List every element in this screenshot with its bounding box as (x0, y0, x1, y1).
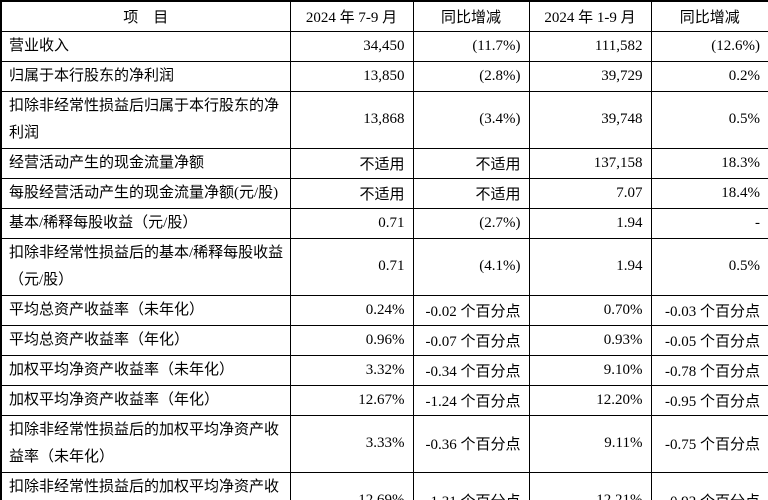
cell-item: 平均总资产收益率（年化） (0, 324, 291, 356)
cell-value: 3.33% (289, 414, 414, 473)
cell-value: -0.07 个百分点 (412, 324, 530, 356)
cell-value: 34,450 (289, 30, 414, 62)
cell-value: 12.20% (528, 384, 652, 416)
table-row: 归属于本行股东的净利润 13,850 (2.8%) 39,729 0.2% (0, 60, 768, 92)
table-row: 每股经营活动产生的现金流量净额(元/股) 不适用 不适用 7.07 18.4% (0, 177, 768, 209)
table-row: 营业收入 34,450 (11.7%) 111,582 (12.6%) (0, 30, 768, 62)
cell-value: 18.4% (650, 177, 768, 209)
table-row: 扣除非经常性损益后的加权平均净资产收益率（未年化） 3.33% -0.36 个百分点… (0, 414, 768, 473)
cell-value: 0.24% (289, 294, 414, 326)
cell-value: -0.03 个百分点 (650, 294, 768, 326)
cell-value: -0.34 个百分点 (412, 354, 530, 386)
cell-item: 扣除非经常性损益后的基本/稀释每股收益（元/股） (0, 237, 291, 296)
cell-value: 不适用 (289, 147, 414, 179)
cell-value: 7.07 (528, 177, 652, 209)
cell-value: 1.94 (528, 237, 652, 296)
table-row: 经营活动产生的现金流量净额 不适用 不适用 137,158 18.3% (0, 147, 768, 179)
cell-value: 12.69% (289, 471, 414, 500)
cell-value: 0.5% (650, 90, 768, 149)
cell-value: 1.94 (528, 207, 652, 239)
cell-value: 不适用 (412, 147, 530, 179)
cell-value: 0.96% (289, 324, 414, 356)
cell-item: 扣除非经常性损益后的加权平均净资产收益率（未年化） (0, 414, 291, 473)
cell-item: 扣除非经常性损益后的加权平均净资产收益率（年化） (0, 471, 291, 500)
cell-value: 0.71 (289, 207, 414, 239)
table-row: 基本/稀释每股收益（元/股） 0.71 (2.7%) 1.94- (0, 207, 768, 239)
cell-value: -0.36 个百分点 (412, 414, 530, 473)
cell-value: 13,868 (289, 90, 414, 149)
cell-value: 不适用 (289, 177, 414, 209)
cell-value: (12.6%) (650, 30, 768, 62)
header-ytd-period: 2024 年 1-9 月 (528, 0, 652, 32)
cell-value: -0.02 个百分点 (412, 294, 530, 326)
cell-value: 9.10% (528, 354, 652, 386)
cell-item: 基本/稀释每股收益（元/股） (0, 207, 291, 239)
cell-item: 加权平均净资产收益率（未年化） (0, 354, 291, 386)
table-row: 平均总资产收益率（年化） 0.96% -0.07 个百分点 0.93% -0.05 个百… (0, 324, 768, 356)
cell-item: 加权平均净资产收益率（年化） (0, 384, 291, 416)
table-row: 扣除非经常性损益后归属于本行股东的净利润 13,868 (3.4%) 39,748 0.… (0, 90, 768, 149)
cell-value: 0.93% (528, 324, 652, 356)
header-q3-period: 2024 年 7-9 月 (289, 0, 414, 32)
table-row: 平均总资产收益率（未年化） 0.24% -0.02 个百分点 0.70% -0.03 个… (0, 294, 768, 326)
cell-item: 每股经营活动产生的现金流量净额(元/股) (0, 177, 291, 209)
cell-item: 经营活动产生的现金流量净额 (0, 147, 291, 179)
cell-value: 0.5% (650, 237, 768, 296)
cell-value: -0.95 个百分点 (650, 384, 768, 416)
table-row: 扣除非经常性损益后的基本/稀释每股收益（元/股） 0.71 (4.1%) 1.94 0.… (0, 237, 768, 296)
cell-value: (11.7%) (412, 30, 530, 62)
cell-value: (2.8%) (412, 60, 530, 92)
cell-value: 111,582 (528, 30, 652, 62)
cell-item: 归属于本行股东的净利润 (0, 60, 291, 92)
cell-value: 0.71 (289, 237, 414, 296)
cell-value: 3.32% (289, 354, 414, 386)
cell-value: -0.05 个百分点 (650, 324, 768, 356)
cell-value: 0.2% (650, 60, 768, 92)
cell-item: 平均总资产收益率（未年化） (0, 294, 291, 326)
cell-value: -0.75 个百分点 (650, 414, 768, 473)
cell-value: 39,729 (528, 60, 652, 92)
cell-value: 12.21% (528, 471, 652, 500)
cell-value: 137,158 (528, 147, 652, 179)
cell-value: 12.67% (289, 384, 414, 416)
cell-value: (2.7%) (412, 207, 530, 239)
cell-value: -1.24 个百分点 (412, 384, 530, 416)
cell-value: 9.11% (528, 414, 652, 473)
cell-value: - (650, 207, 768, 239)
header-row: 项 目 2024 年 7-9 月 同比增减 2024 年 1-9 月 同比增减 (0, 0, 768, 32)
header-q3-yoy: 同比增减 (412, 0, 530, 32)
cell-value: -0.78 个百分点 (650, 354, 768, 386)
cell-value: 39,748 (528, 90, 652, 149)
header-item: 项 目 (0, 0, 291, 32)
cell-value: 0.70% (528, 294, 652, 326)
table-row: 加权平均净资产收益率（未年化） 3.32% -0.34 个百分点 9.10% -0.78… (0, 354, 768, 386)
cell-value: (3.4%) (412, 90, 530, 149)
cell-value: -0.92 个百分点 (650, 471, 768, 500)
cell-value: 18.3% (650, 147, 768, 179)
cell-value: -1.31 个百分点 (412, 471, 530, 500)
table-row: 扣除非经常性损益后的加权平均净资产收益率（年化）12.69%-1.31 个百分点… (0, 471, 768, 500)
cell-item: 营业收入 (0, 30, 291, 62)
table-body: 营业收入 34,450 (11.7%) 111,582 (12.6%) 归属于本行股东的净… (0, 30, 768, 500)
table-row: 加权平均净资产收益率（年化） 12.67% -1.24 个百分点 12.20% -0.9… (0, 384, 768, 416)
cell-value: 13,850 (289, 60, 414, 92)
cell-value: 不适用 (412, 177, 530, 209)
header-ytd-yoy: 同比增减 (650, 0, 768, 32)
cell-item: 扣除非经常性损益后归属于本行股东的净利润 (0, 90, 291, 149)
cell-value: (4.1%) (412, 237, 530, 296)
